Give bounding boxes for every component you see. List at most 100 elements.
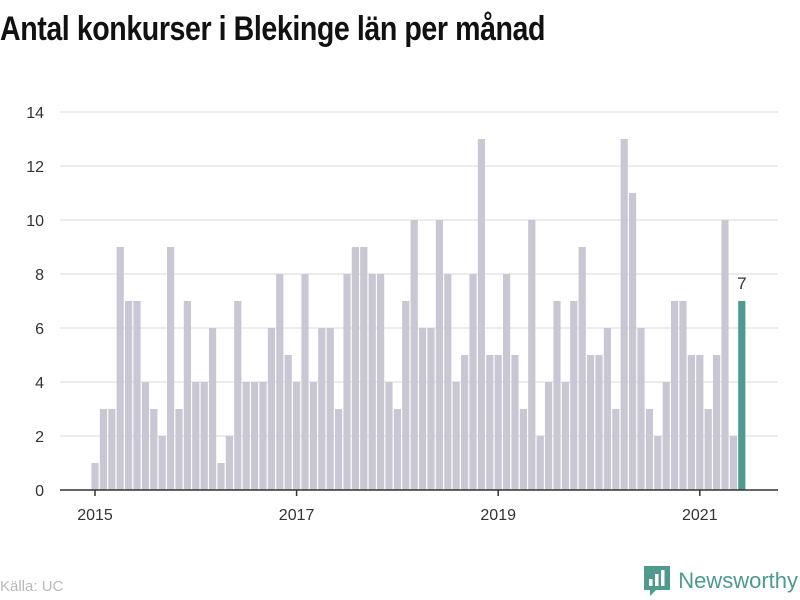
bar: [108, 409, 116, 490]
bar: [175, 409, 183, 490]
bar: [158, 436, 166, 490]
bar: [570, 301, 578, 490]
bar: [629, 193, 637, 490]
bar: [402, 301, 410, 490]
bar: [116, 247, 124, 490]
bar: [259, 382, 267, 490]
bar: [209, 328, 217, 490]
bar: [368, 274, 376, 490]
bar: [200, 382, 208, 490]
bar: [721, 220, 729, 490]
bar: [536, 436, 544, 490]
bar: [225, 436, 233, 490]
x-tick-label: 2017: [279, 507, 315, 524]
bar: [91, 463, 99, 490]
bar: [645, 409, 653, 490]
y-tick-label: 10: [26, 213, 44, 230]
bar: [351, 247, 359, 490]
bar: [419, 328, 427, 490]
bar: [654, 436, 662, 490]
x-axis-ticks: 2015 2017 2019 2021: [77, 490, 718, 524]
bar: [519, 409, 527, 490]
bar: [276, 274, 284, 490]
x-tick-label: 2019: [480, 507, 516, 524]
bar: [713, 355, 721, 490]
bar: [679, 301, 687, 490]
bar: [603, 328, 611, 490]
bar: [192, 382, 200, 490]
bar: [738, 301, 746, 490]
bar: [150, 409, 158, 490]
bar: [620, 139, 628, 490]
bar: [385, 382, 393, 490]
bar: [284, 355, 292, 490]
bar: [729, 436, 737, 490]
bar: [494, 355, 502, 490]
bar: [234, 301, 242, 490]
bar: [612, 409, 620, 490]
bar: [393, 409, 401, 490]
bar: [511, 355, 519, 490]
bar: [545, 382, 553, 490]
source-note: Källa: UC: [0, 578, 64, 595]
highlight-value-label: 7: [737, 274, 746, 293]
bar: [477, 139, 485, 490]
y-tick-label: 12: [26, 159, 44, 176]
bar: [125, 301, 133, 490]
y-tick-label: 14: [26, 105, 44, 122]
bar: [99, 409, 107, 490]
y-tick-label: 4: [35, 375, 44, 392]
bar: [377, 274, 385, 490]
brand-name: Newsworthy: [678, 568, 798, 593]
bar: [469, 274, 477, 490]
bar: [561, 382, 569, 490]
bar: [662, 382, 670, 490]
bar: [293, 382, 301, 490]
bar: [578, 247, 586, 490]
bar: [326, 328, 334, 490]
bar: [141, 382, 149, 490]
bar-chart: 0 2 4 6 8 10 12 14 2015 2017 2019 2021 7: [26, 105, 778, 524]
y-tick-label: 2: [35, 429, 44, 446]
y-tick-label: 8: [35, 267, 44, 284]
bar: [309, 382, 317, 490]
bar: [183, 301, 191, 490]
bar-chart-speech-icon: [644, 566, 671, 596]
bar: [528, 220, 536, 490]
y-tick-label: 0: [35, 483, 44, 500]
bars: [91, 139, 746, 490]
bar: [704, 409, 712, 490]
bar: [242, 382, 250, 490]
brand-logo: Newsworthy: [644, 566, 798, 596]
bar: [167, 247, 175, 490]
bar: [217, 463, 225, 490]
x-tick-label: 2021: [682, 507, 718, 524]
x-tick-label: 2015: [77, 507, 113, 524]
bar: [360, 247, 368, 490]
bar: [133, 301, 141, 490]
bar: [595, 355, 603, 490]
bar: [671, 301, 679, 490]
bar: [461, 355, 469, 490]
bar: [427, 328, 435, 490]
bar: [435, 220, 443, 490]
chart-title: Antal konkurser i Blekinge län per månad: [0, 10, 546, 48]
bar: [503, 274, 511, 490]
bar: [343, 274, 351, 490]
bar: [410, 220, 418, 490]
bar: [318, 328, 326, 490]
y-tick-label: 6: [35, 321, 44, 338]
bar: [553, 301, 561, 490]
bar: [251, 382, 259, 490]
bar: [696, 355, 704, 490]
y-axis-tick-labels: 0 2 4 6 8 10 12 14: [26, 105, 44, 500]
bar: [301, 274, 309, 490]
bar: [452, 382, 460, 490]
bar: [444, 274, 452, 490]
bar: [687, 355, 695, 490]
bar: [335, 409, 343, 490]
bar: [587, 355, 595, 490]
bar: [267, 328, 275, 490]
bar: [637, 328, 645, 490]
bar: [486, 355, 494, 490]
